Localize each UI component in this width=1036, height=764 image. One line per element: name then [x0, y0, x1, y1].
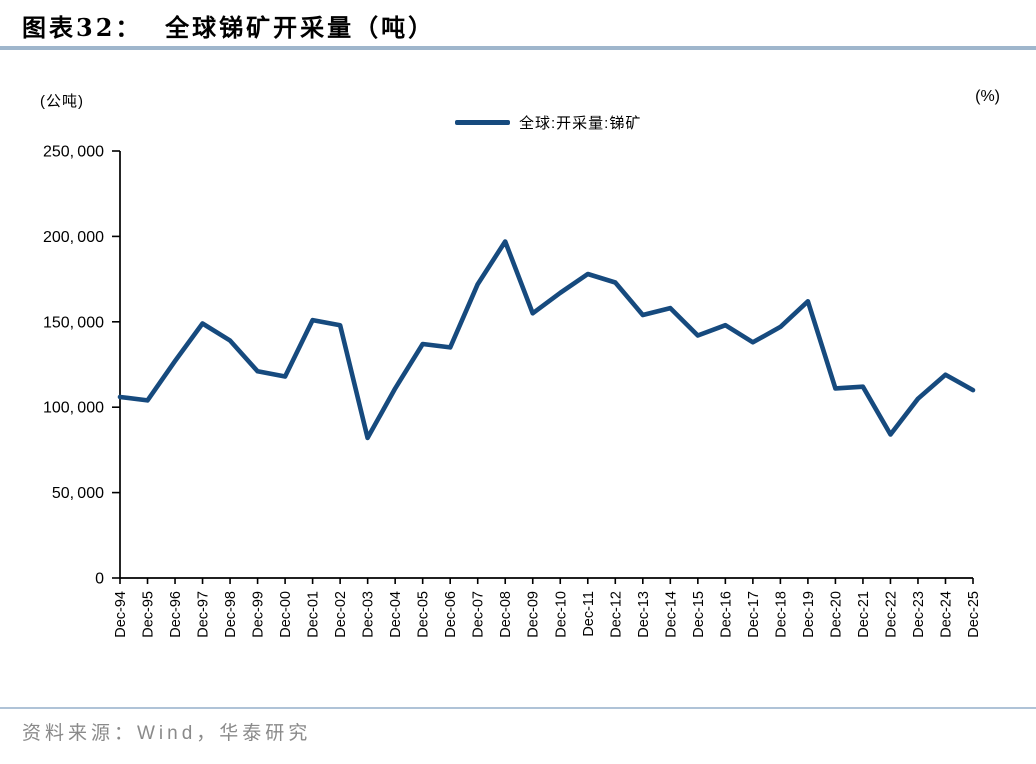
x-tick-label: Dec-97	[196, 591, 212, 638]
y-tick-label: 50, 000	[52, 485, 104, 502]
source-note: 资料来源：Wind，华泰研究	[22, 723, 312, 744]
x-tick-label: Dec-19	[801, 591, 817, 638]
x-tick-label: Dec-02	[333, 591, 349, 638]
x-tick-label: Dec-24	[938, 591, 954, 638]
y-tick-label: 150, 000	[43, 314, 104, 331]
x-tick-label: Dec-14	[663, 591, 679, 638]
x-tick-label: Dec-99	[251, 591, 267, 638]
x-tick-label: Dec-98	[223, 591, 239, 638]
x-tick-label: Dec-12	[608, 591, 624, 638]
legend-line-marker	[455, 120, 510, 125]
x-tick-label: Dec-21	[856, 591, 872, 638]
x-tick-label: Dec-08	[498, 591, 514, 638]
x-tick-label: Dec-13	[636, 591, 652, 638]
title-underline	[0, 46, 1036, 50]
x-tick-label: Dec-03	[361, 591, 377, 638]
x-tick-label: Dec-04	[388, 591, 404, 638]
x-tick-label: Dec-23	[911, 591, 927, 638]
x-tick-label: Dec-22	[883, 591, 899, 638]
x-tick-label: Dec-05	[416, 591, 432, 638]
y-tick-label: 250, 000	[43, 144, 104, 161]
x-tick-label: Dec-96	[168, 591, 184, 638]
x-tick-label: Dec-18	[773, 591, 789, 638]
x-tick-label: Dec-94	[113, 591, 129, 638]
x-tick-label: Dec-17	[746, 591, 762, 638]
page-title: 图表32： 全球锑矿开采量（吨）	[22, 13, 436, 42]
x-tick-label: Dec-00	[278, 591, 294, 638]
x-tick-label: Dec-09	[526, 591, 542, 638]
x-tick-label: Dec-16	[718, 591, 734, 638]
x-tick-label: Dec-15	[691, 591, 707, 638]
secondary-axis-unit-label: (%)	[975, 88, 1000, 105]
y-axis-unit-label: (公吨)	[40, 93, 84, 110]
x-tick-label: Dec-07	[471, 591, 487, 638]
footer-divider	[0, 707, 1036, 709]
x-tick-label: Dec-06	[443, 591, 459, 638]
y-tick-label: 100, 000	[43, 400, 104, 417]
x-tick-label: Dec-11	[581, 591, 597, 637]
y-tick-label: 200, 000	[43, 229, 104, 246]
x-tick-label: Dec-95	[141, 591, 157, 638]
series-line	[117, 239, 976, 441]
x-tick-label: Dec-20	[828, 591, 844, 638]
x-tick-label: Dec-25	[966, 591, 982, 638]
y-tick-label: 0	[95, 571, 104, 588]
legend: 全球:开采量:锑矿	[455, 112, 641, 133]
x-tick-label: Dec-01	[306, 591, 322, 638]
x-tick-label: Dec-10	[553, 591, 569, 638]
legend-label: 全球:开采量:锑矿	[519, 115, 642, 132]
